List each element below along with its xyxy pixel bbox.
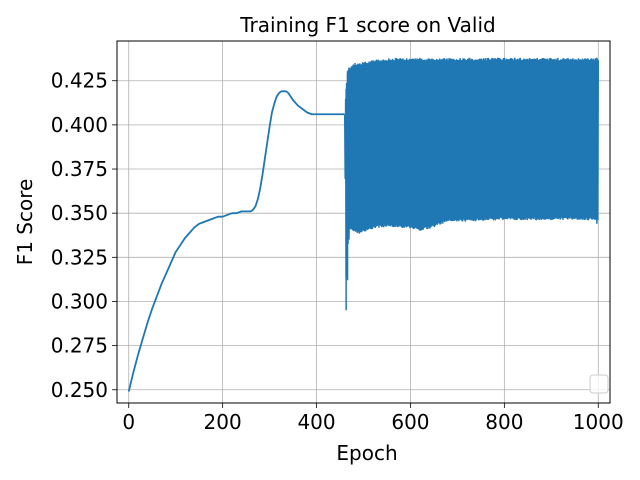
y-tick-label: 0.300 xyxy=(51,289,108,313)
y-tick-label: 0.400 xyxy=(51,113,108,137)
y-tick-label: 0.325 xyxy=(51,245,108,269)
legend xyxy=(589,374,609,394)
x-tick-label: 1000 xyxy=(573,410,624,434)
x-axis: 0 200 400 600 800 1000 xyxy=(122,403,624,434)
chart-title: Training F1 score on Valid xyxy=(239,13,495,37)
y-tick-label: 0.250 xyxy=(51,378,108,402)
x-tick-label: 600 xyxy=(391,410,429,434)
y-tick-label: 0.350 xyxy=(51,201,108,225)
x-tick-label: 800 xyxy=(485,410,523,434)
x-tick-label: 200 xyxy=(204,410,242,434)
x-tick-label: 0 xyxy=(122,410,135,434)
y-axis-label: F1 Score xyxy=(13,179,37,266)
series-line xyxy=(127,90,345,392)
y-tick-label: 0.425 xyxy=(51,69,108,93)
y-tick-label: 0.275 xyxy=(51,334,108,358)
x-axis-label: Epoch xyxy=(336,441,397,465)
y-tick-label: 0.375 xyxy=(51,157,108,181)
x-tick-label: 400 xyxy=(297,410,335,434)
axes-frame xyxy=(116,40,611,404)
y-axis: 0.250 0.275 0.300 0.325 0.350 0.375 0.400 0.425 xyxy=(51,69,117,402)
plot-area xyxy=(127,57,600,392)
series-line-oscillation xyxy=(343,57,600,279)
